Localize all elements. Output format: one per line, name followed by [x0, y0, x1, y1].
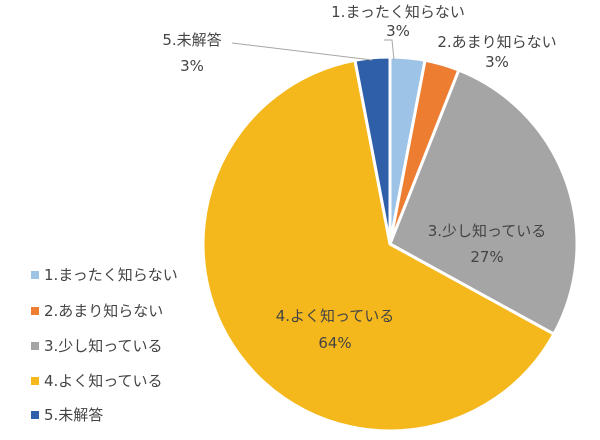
data-label-value-3: 64% [318, 334, 351, 352]
legend-label-3: 4.よく知っている [44, 372, 163, 390]
legend-swatch-1 [31, 307, 39, 315]
pie-slice-3 [201, 58, 556, 433]
legend-label-4: 5.未解答 [44, 406, 103, 424]
data-labels: 1.まったく知らない 3% 2.あまり知らない 3% 3.少し知っている 27%… [162, 3, 556, 352]
data-label-category-1: 2.あまり知らない [437, 33, 556, 51]
data-label-value-1: 3% [485, 53, 509, 71]
data-label-category-2: 3.少し知っている [428, 222, 547, 240]
legend-label-1: 2.あまり知らない [44, 302, 163, 320]
pie-slice-4 [353, 55, 392, 246]
legend-swatch-0 [31, 271, 39, 279]
legend-swatch-3 [31, 377, 39, 385]
legend-swatch-4 [31, 411, 39, 419]
legend-swatch-2 [31, 342, 39, 350]
pie-slices [201, 55, 579, 433]
leader-line-0 [384, 39, 395, 61]
data-label-value-0: 3% [386, 22, 410, 40]
legend-label-0: 1.まったく知らない [44, 266, 178, 284]
legend: 1.まったく知らない 2.あまり知らない 3.少し知っている 4.よく知っている… [31, 266, 178, 424]
leader-lines [231, 39, 395, 61]
legend-label-2: 3.少し知っている [44, 337, 163, 355]
data-label-category-0: 1.まったく知らない [331, 3, 465, 21]
data-label-value-2: 27% [470, 248, 503, 266]
data-label-category-4: 5.未解答 [162, 31, 221, 49]
leader-line-4 [231, 42, 373, 61]
data-label-category-3: 4.よく知っている [276, 307, 395, 325]
data-label-value-4: 3% [180, 57, 204, 75]
